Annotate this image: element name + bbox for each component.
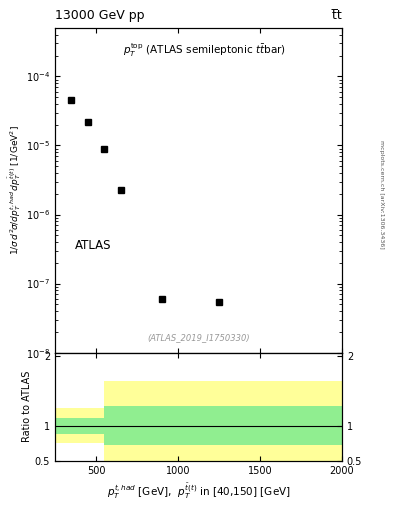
Text: t̅t: t̅t (332, 9, 342, 22)
Y-axis label: Ratio to ATLAS: Ratio to ATLAS (22, 371, 32, 442)
X-axis label: $p_T^{t,had}$ [GeV],  $p_T^{\bar{t}(t)}$ in [40,150] [GeV]: $p_T^{t,had}$ [GeV], $p_T^{\bar{t}(t)}$ … (107, 481, 290, 501)
Text: mcplots.cern.ch [arXiv:1306.3436]: mcplots.cern.ch [arXiv:1306.3436] (379, 140, 384, 249)
Text: ATLAS: ATLAS (75, 239, 112, 252)
Text: (ATLAS_2019_I1750330): (ATLAS_2019_I1750330) (147, 333, 250, 342)
Text: $p_T^{\rm top}$ (ATLAS semileptonic $t\bar{t}$bar): $p_T^{\rm top}$ (ATLAS semileptonic $t\b… (123, 41, 286, 59)
Y-axis label: $1/\sigma\,d^2\!\sigma/dp_T^{t,had}\,dp_T^{\bar{t}(t)}$ [1/GeV$^2$]: $1/\sigma\,d^2\!\sigma/dp_T^{t,had}\,dp_… (6, 125, 23, 255)
Text: 13000 GeV pp: 13000 GeV pp (55, 9, 145, 22)
